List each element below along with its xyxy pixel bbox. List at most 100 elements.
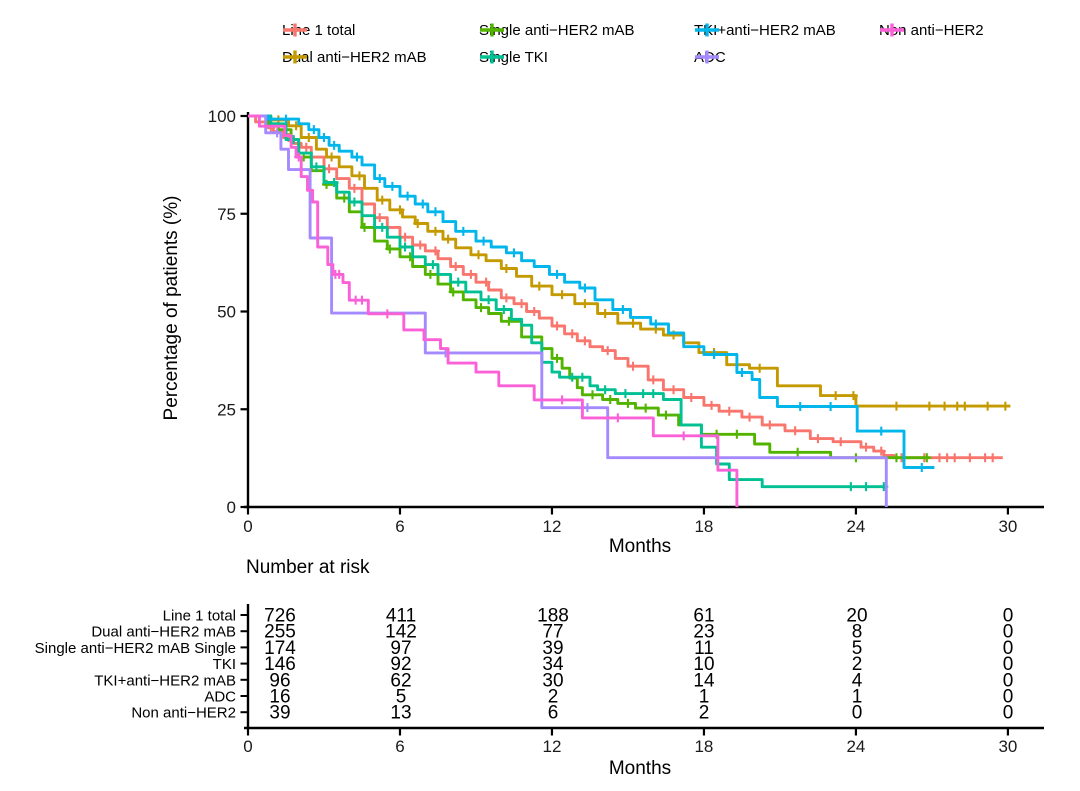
censor-mark — [940, 401, 950, 411]
legend-item-single-anti-her2-mab: Single anti−HER2 mAB — [479, 21, 635, 39]
risk-count: 0 — [1003, 687, 1014, 708]
legend-key-icon — [880, 23, 904, 37]
censor-mark — [790, 426, 800, 436]
censor-mark — [403, 191, 413, 201]
censor-mark — [334, 269, 344, 279]
km-curve-adc — [248, 114, 888, 507]
censor-mark — [304, 133, 314, 143]
risk-count: 411 — [386, 606, 416, 627]
risk-row-label: TKI — [213, 656, 236, 673]
risk-count: 30 — [542, 670, 563, 691]
censor-mark — [430, 246, 440, 256]
censor-mark — [580, 336, 590, 346]
censor-mark — [484, 295, 494, 305]
x-axis-title: Months — [608, 536, 672, 557]
risk-x-tick-label: 18 — [694, 737, 713, 756]
risk-x-tick-label: 30 — [998, 737, 1017, 756]
censor-mark — [387, 181, 397, 191]
censor-mark — [737, 367, 747, 377]
risk-count: 96 — [269, 670, 290, 691]
risk-count: 16 — [269, 687, 290, 708]
censor-marks-dual-anti-her2-mab — [273, 115, 1010, 411]
censor-mark — [451, 262, 461, 272]
risk-x-tick-label: 24 — [846, 737, 865, 756]
censor-mark — [648, 389, 658, 399]
censor-mark — [983, 401, 993, 411]
censor-mark — [641, 403, 651, 413]
censor-mark — [349, 197, 359, 207]
risk-row-adc: ADC 16 5 2 1 1 0 — [204, 687, 1013, 708]
risk-row-label: Single anti−HER2 mAB Single — [35, 640, 236, 657]
risk-count: 8 — [852, 622, 863, 643]
risk-count: 6 — [548, 703, 559, 724]
km-series-non-anti-her2 — [248, 114, 739, 507]
risk-count: 255 — [264, 622, 296, 643]
censor-mark — [552, 353, 562, 363]
y-tick-label: 25 — [217, 400, 236, 419]
legend-item-single-tki: Single TKI — [479, 48, 548, 66]
km-curve-non-anti-her2 — [248, 114, 739, 507]
risk-count: 14 — [693, 670, 715, 691]
x-tick-label: 6 — [395, 517, 404, 536]
risk-row-dual-anti-her2-mab: Dual anti−HER2 mAB 255 142 77 23 8 0 — [91, 622, 1013, 643]
legend-key-icon — [283, 50, 307, 64]
censor-mark — [418, 199, 428, 209]
legend-item-label: TKI+anti−HER2 mAB — [694, 21, 836, 39]
censor-mark — [582, 403, 592, 413]
risk-count: 4 — [852, 670, 863, 691]
censor-mark — [311, 162, 321, 172]
censor-mark — [509, 248, 519, 258]
censor-mark — [942, 453, 952, 463]
censor-marks-single-tki — [289, 134, 889, 492]
censor-mark — [430, 207, 440, 217]
censor-marks-tki-anti-her2-mab — [281, 114, 927, 473]
censor-marks-non-anti-her2 — [294, 152, 689, 441]
risk-x-tick-label: 0 — [243, 737, 252, 756]
censor-mark — [499, 305, 509, 315]
censor-mark — [552, 269, 562, 279]
censor-mark — [415, 240, 425, 250]
censor-mark — [301, 142, 311, 152]
y-tick-label: 75 — [217, 205, 236, 224]
risk-row-tki-anti-her2-mab: TKI+anti−HER2 mAB 96 62 30 14 4 0 — [94, 670, 1013, 691]
censor-mark — [400, 242, 410, 252]
risk-count: 97 — [390, 638, 411, 659]
censor-mark — [476, 303, 486, 313]
x-tick-label: 24 — [846, 517, 865, 536]
censor-mark — [425, 269, 435, 279]
risk-row-label: Line 1 total — [163, 608, 236, 625]
y-tick-label: 0 — [227, 498, 236, 517]
censor-mark — [474, 250, 484, 260]
censor-mark — [329, 177, 339, 187]
legend-item-tki-anti-her2-mab: TKI+anti−HER2 mAB — [694, 21, 836, 39]
censor-mark — [567, 372, 577, 382]
risk-count: 0 — [1003, 638, 1014, 659]
censor-mark — [638, 389, 648, 399]
censor-mark — [755, 363, 765, 373]
risk-count: 2 — [852, 654, 863, 675]
censor-mark — [732, 429, 742, 439]
censor-mark — [354, 171, 364, 181]
y-axis-title: Percentage of patients (%) — [161, 195, 182, 421]
censor-mark — [352, 152, 362, 162]
censor-mark — [848, 391, 858, 401]
censor-mark — [552, 321, 562, 331]
risk-row-label: Non anti−HER2 — [131, 705, 236, 722]
risk-count: 1 — [699, 687, 710, 708]
censor-mark — [861, 482, 871, 492]
risk-count: 13 — [390, 703, 411, 724]
risk-count: 0 — [1003, 622, 1014, 643]
censor-mark — [648, 375, 658, 385]
legend-key-icon — [695, 23, 719, 37]
censor-mark — [661, 410, 671, 420]
risk-x-tick-label: 6 — [395, 737, 404, 756]
legend-item-non-anti-her2: Non anti−HER2 — [879, 21, 984, 39]
censor-mark — [357, 295, 367, 305]
risk-count: 5 — [396, 687, 407, 708]
risk-count: 1 — [852, 687, 863, 708]
censor-mark — [861, 442, 871, 452]
risk-count: 77 — [542, 622, 563, 643]
risk-count: 20 — [846, 606, 867, 627]
